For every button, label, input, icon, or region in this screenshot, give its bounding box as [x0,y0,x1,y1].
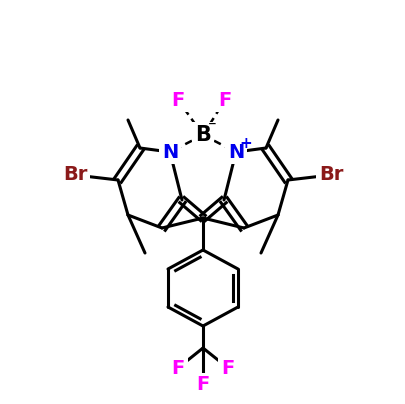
Text: Br: Br [318,166,342,185]
Text: F: F [221,358,234,377]
Text: F: F [196,375,209,394]
Text: F: F [218,90,231,109]
Text: Br: Br [63,166,87,185]
Text: N: N [227,143,243,162]
Text: ⁻: ⁻ [207,118,216,136]
Text: +: + [239,137,252,152]
Text: F: F [171,90,184,109]
Text: B: B [194,125,211,145]
Text: N: N [162,143,178,162]
Text: F: F [171,358,184,377]
